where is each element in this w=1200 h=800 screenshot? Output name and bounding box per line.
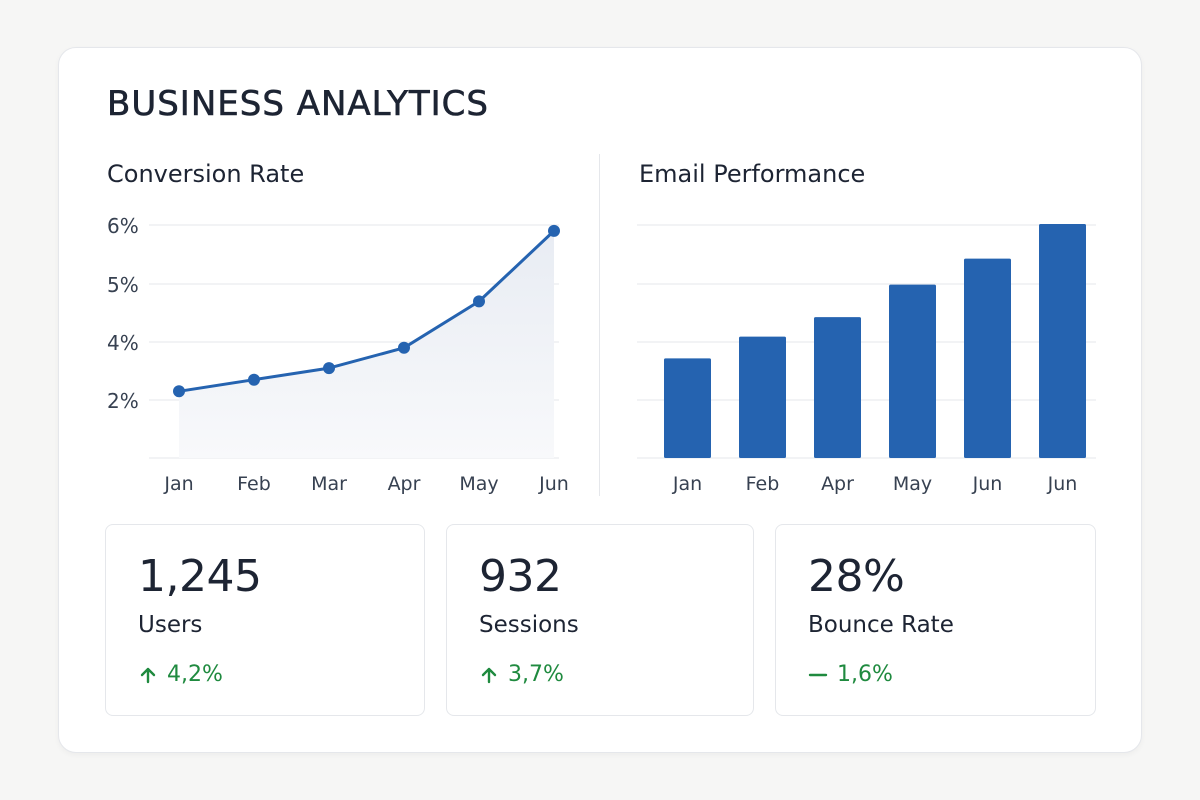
kpi-card-users: 1,245 Users 4,2% [105,524,425,716]
arrow-up-icon [479,665,499,685]
data-point [323,362,335,375]
x-tick-label: Mar [311,473,347,495]
bar [889,284,936,458]
x-tick-label: Jun [972,473,1003,495]
x-tick-label: Feb [746,473,780,495]
x-tick-label: Apr [388,473,421,495]
y-tick-label: 2% [107,389,139,413]
x-tick-label: Apr [821,473,854,495]
x-tick-label: May [893,473,932,495]
line-series [178,229,556,393]
x-tick-label: May [459,473,498,495]
kpi-change-value: 4,2% [167,662,223,687]
kpi-value: 1,245 [138,551,262,602]
data-point [473,295,485,308]
bar [664,358,711,458]
kpi-label: Sessions [479,612,579,638]
analytics-card: BUSINESS ANALYTICS Conversion Rate 2% 4% 5… [58,47,1142,753]
x-tick-label: Jun [538,473,569,495]
kpi-value: 932 [479,551,562,602]
email-performance-chart: Jan Feb Apr May Jun Jun [637,224,1096,495]
kpi-label: Users [138,612,203,638]
kpi-value: 28% [808,551,905,602]
kpi-label: Bounce Rate [808,612,954,638]
arrow-up-icon [138,665,158,685]
kpi-change: 4,2% [138,662,223,687]
data-point [173,385,185,398]
kpi-change-value: 1,6% [837,662,893,687]
chart-divider [599,154,600,496]
x-tick-label: Feb [237,473,271,495]
bar [739,336,786,458]
dash-icon [808,665,828,685]
x-tick-label: Jan [163,473,193,495]
line-area [179,230,554,458]
y-tick-label: 5% [107,273,139,297]
y-tick-label: 6% [107,214,139,238]
y-tick-label: 4% [107,331,139,355]
data-point [548,224,560,237]
kpi-change: 3,7% [479,662,564,687]
conversion-rate-chart-title: Conversion Rate [107,160,305,188]
data-point [248,373,260,386]
bar [964,258,1011,458]
kpi-card-sessions: 932 Sessions 3,7% [446,524,754,716]
kpi-change: 1,6% [808,662,893,687]
kpi-change-value: 3,7% [508,662,564,687]
conversion-rate-chart: 2% 4% 5% 6% Jan Feb Mar Apr May Jun [107,214,569,495]
data-point [398,341,410,354]
kpi-card-bounce-rate: 28% Bounce Rate 1,6% [775,524,1096,716]
x-tick-label: Jun [1047,473,1078,495]
page-title: BUSINESS ANALYTICS [107,84,489,125]
email-performance-chart-title: Email Performance [639,160,866,188]
bar [814,317,861,458]
bar [1039,224,1086,458]
x-tick-label: Jan [672,473,702,495]
